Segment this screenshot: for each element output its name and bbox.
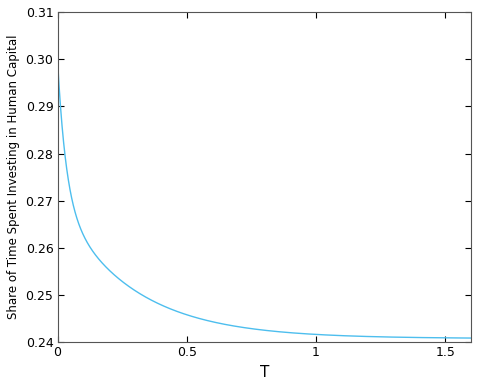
Y-axis label: Share of Time Spent Investing in Human Capital: Share of Time Spent Investing in Human C… [7,35,20,319]
X-axis label: T: T [260,365,269,380]
